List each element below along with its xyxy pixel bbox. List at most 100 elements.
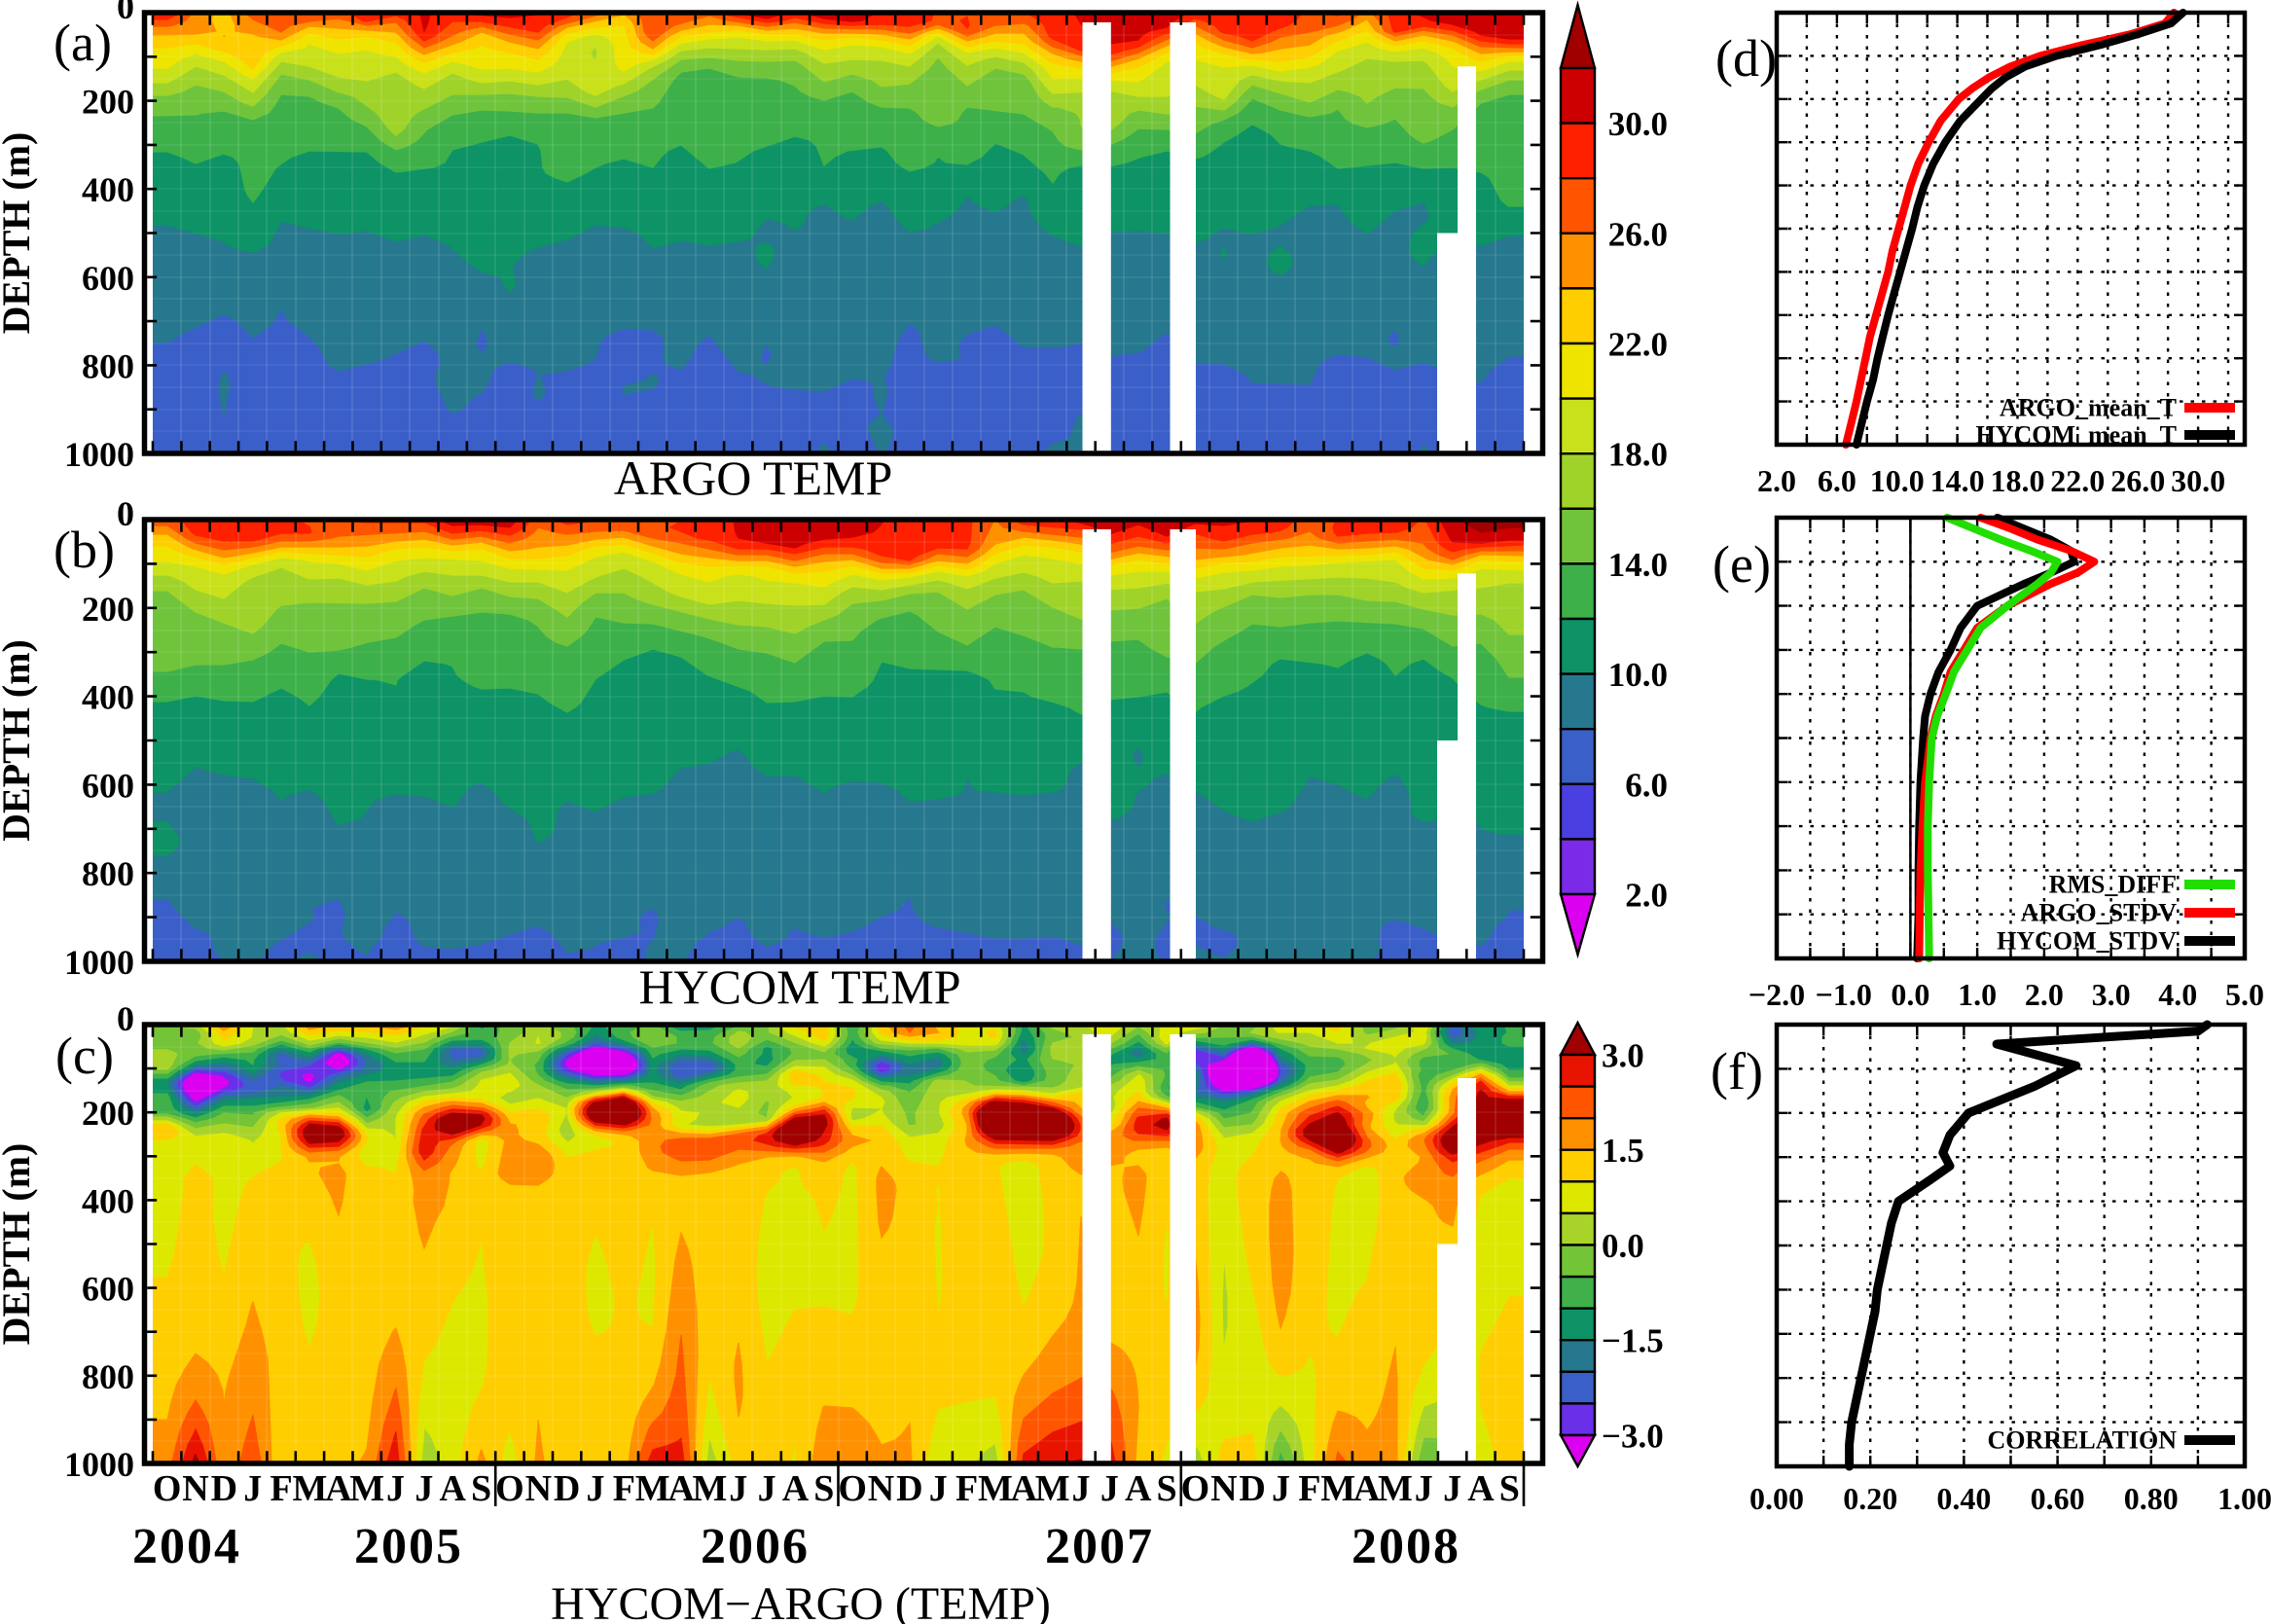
svg-text:M: M: [1320, 1468, 1355, 1509]
svg-text:J: J: [1100, 1468, 1119, 1509]
svg-text:2.0: 2.0: [1757, 463, 1796, 498]
svg-text:A: A: [325, 1468, 352, 1509]
svg-text:D: D: [1239, 1468, 1265, 1509]
svg-text:(f): (f): [1711, 1042, 1763, 1101]
svg-text:D: D: [554, 1468, 580, 1509]
svg-text:J: J: [243, 1468, 262, 1509]
svg-text:J: J: [1415, 1468, 1433, 1509]
svg-text:14.0: 14.0: [1930, 463, 1985, 498]
svg-text:−1.0: −1.0: [1816, 977, 1872, 1012]
svg-text:F: F: [270, 1468, 292, 1509]
svg-text:O: O: [153, 1468, 182, 1509]
svg-text:(b): (b): [54, 521, 115, 579]
svg-text:M: M: [1378, 1468, 1413, 1509]
svg-text:18.0: 18.0: [1608, 436, 1668, 474]
svg-text:800: 800: [82, 854, 134, 893]
svg-text:2.0: 2.0: [2025, 977, 2064, 1012]
svg-text:3.0: 3.0: [2092, 977, 2131, 1012]
svg-text:D: D: [211, 1468, 237, 1509]
svg-text:0.60: 0.60: [2031, 1481, 2085, 1516]
svg-text:A: A: [439, 1468, 466, 1509]
svg-text:J: J: [587, 1468, 605, 1509]
svg-text:0: 0: [117, 494, 134, 533]
svg-text:A: A: [1125, 1468, 1152, 1509]
svg-text:A: A: [1467, 1468, 1495, 1509]
svg-text:M: M: [292, 1468, 327, 1509]
svg-text:2006: 2006: [701, 1519, 810, 1574]
svg-text:10.0: 10.0: [1608, 656, 1668, 694]
svg-text:J: J: [929, 1468, 948, 1509]
svg-text:F: F: [955, 1468, 978, 1509]
svg-text:0.80: 0.80: [2124, 1481, 2179, 1516]
svg-text:(a): (a): [54, 14, 112, 72]
svg-text:26.0: 26.0: [1608, 215, 1668, 253]
svg-text:S: S: [813, 1468, 834, 1509]
svg-text:22.0: 22.0: [2050, 463, 2105, 498]
svg-text:M: M: [1035, 1468, 1070, 1509]
svg-text:0: 0: [117, 0, 134, 26]
svg-text:M: M: [978, 1468, 1013, 1509]
svg-text:1000: 1000: [64, 943, 134, 982]
svg-text:S: S: [471, 1468, 491, 1509]
svg-text:HYCOM_mean_T: HYCOM_mean_T: [1975, 421, 2177, 450]
svg-text:D: D: [896, 1468, 922, 1509]
svg-text:ARGO_mean_T: ARGO_mean_T: [2000, 394, 2177, 422]
svg-text:3.0: 3.0: [1602, 1037, 1644, 1075]
svg-text:30.0: 30.0: [2171, 463, 2225, 498]
svg-text:S: S: [1157, 1468, 1177, 1509]
svg-text:0: 0: [117, 999, 134, 1038]
svg-text:A: A: [782, 1468, 810, 1509]
svg-text:N: N: [868, 1468, 894, 1509]
svg-text:14.0: 14.0: [1608, 546, 1668, 584]
svg-text:400: 400: [82, 1181, 134, 1220]
svg-text:N: N: [182, 1468, 208, 1509]
svg-text:(d): (d): [1715, 29, 1777, 88]
svg-text:0.00: 0.00: [1749, 1481, 1804, 1516]
svg-text:N: N: [525, 1468, 552, 1509]
svg-text:J: J: [1072, 1468, 1091, 1509]
svg-text:5.0: 5.0: [2225, 977, 2264, 1012]
svg-text:O: O: [1181, 1468, 1210, 1509]
svg-text:A: A: [1011, 1468, 1038, 1509]
svg-text:2008: 2008: [1352, 1519, 1460, 1574]
svg-text:J: J: [386, 1468, 405, 1509]
svg-text:A: A: [667, 1468, 695, 1509]
svg-text:0.0: 0.0: [1891, 977, 1929, 1012]
svg-text:0.20: 0.20: [1843, 1481, 1897, 1516]
svg-text:10.0: 10.0: [1870, 463, 1925, 498]
svg-text:600: 600: [82, 1270, 134, 1309]
svg-text:J: J: [729, 1468, 747, 1509]
svg-text:1000: 1000: [64, 435, 134, 474]
svg-text:A: A: [1353, 1468, 1381, 1509]
svg-text:O: O: [495, 1468, 524, 1509]
svg-text:4.0: 4.0: [2158, 977, 2197, 1012]
svg-text:M: M: [349, 1468, 384, 1509]
svg-text:M: M: [692, 1468, 727, 1509]
svg-text:F: F: [1298, 1468, 1320, 1509]
svg-text:1.0: 1.0: [1958, 977, 1997, 1012]
svg-text:DEPTH (m): DEPTH (m): [0, 132, 38, 335]
svg-text:M: M: [635, 1468, 670, 1509]
svg-text:6.0: 6.0: [1625, 766, 1668, 804]
svg-text:18.0: 18.0: [1991, 463, 2045, 498]
svg-text:1.5: 1.5: [1602, 1132, 1644, 1170]
svg-text:−1.5: −1.5: [1602, 1322, 1664, 1360]
svg-text:DEPTH (m): DEPTH (m): [0, 1143, 38, 1346]
svg-text:N: N: [1210, 1468, 1237, 1509]
svg-text:400: 400: [82, 678, 134, 717]
svg-text:0.40: 0.40: [1936, 1481, 1991, 1516]
svg-text:200: 200: [82, 590, 134, 629]
svg-text:2007: 2007: [1045, 1519, 1154, 1574]
svg-text:CORRELATION: CORRELATION: [1987, 1426, 2177, 1455]
svg-text:600: 600: [82, 259, 134, 298]
svg-text:600: 600: [82, 766, 134, 805]
svg-text:200: 200: [82, 1094, 134, 1133]
svg-text:HYCOM−ARGO (TEMP): HYCOM−ARGO (TEMP): [551, 1578, 1051, 1624]
svg-text:DEPTH (m): DEPTH (m): [0, 639, 38, 842]
svg-text:ARGO_STDV: ARGO_STDV: [2021, 899, 2178, 927]
svg-text:800: 800: [82, 1357, 134, 1396]
svg-text:30.0: 30.0: [1608, 105, 1668, 143]
svg-text:2.0: 2.0: [1625, 877, 1668, 915]
svg-text:ARGO TEMP: ARGO TEMP: [614, 451, 893, 505]
svg-text:HYCOM_STDV: HYCOM_STDV: [1997, 927, 2177, 956]
